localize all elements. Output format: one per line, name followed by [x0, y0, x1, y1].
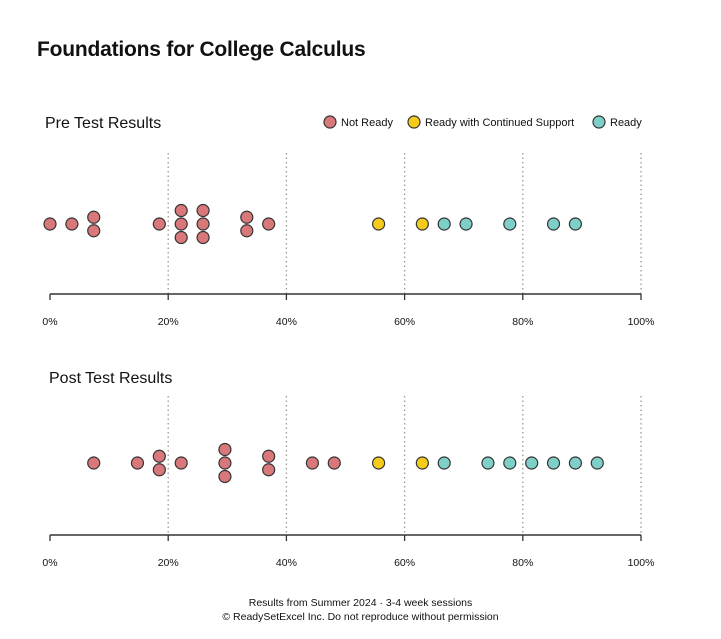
data-point-not-ready [218, 456, 232, 470]
x-tick-label: 0% [42, 557, 57, 569]
data-point-ready-with-continued-support [415, 217, 429, 231]
data-point-not-ready [174, 230, 188, 245]
data-point-not-ready [196, 217, 210, 231]
data-point-ready [437, 456, 451, 470]
data-point-not-ready [196, 203, 210, 218]
data-point-ready [568, 217, 582, 231]
panel-title: Post Test Results [49, 370, 172, 387]
data-point-ready [525, 456, 539, 470]
data-point-not-ready [218, 469, 232, 484]
data-point-not-ready [174, 217, 188, 231]
data-point-not-ready [43, 217, 57, 231]
data-point-not-ready [174, 203, 188, 218]
data-point-not-ready [87, 456, 101, 470]
data-point-not-ready [262, 217, 276, 231]
data-point-not-ready [240, 210, 254, 224]
footer: Results from Summer 2024 · 3-4 week sess… [0, 596, 721, 624]
data-point-not-ready [327, 456, 341, 470]
x-tick-label: 20% [158, 557, 179, 569]
data-point-ready [459, 217, 473, 231]
x-tick-label: 80% [512, 316, 533, 328]
chart-canvas: Pre Test Results 0% 20% 40% 60% 80% 100% Not Re… [42, 115, 654, 569]
data-point-not-ready [196, 230, 210, 245]
data-point-not-ready [87, 224, 101, 238]
footer-line-1: Results from Summer 2024 · 3-4 week sess… [248, 597, 473, 609]
x-tick-label: 40% [276, 557, 297, 569]
data-point-not-ready [152, 463, 166, 477]
x-tick-label: 80% [512, 557, 533, 569]
data-point-not-ready [240, 224, 254, 238]
x-tick-label: 100% [628, 316, 655, 328]
data-point-not-ready [174, 456, 188, 470]
x-tick-label: 20% [158, 316, 179, 328]
data-point-not-ready [262, 449, 276, 463]
data-point-ready [546, 456, 561, 470]
data-point-not-ready [152, 217, 166, 231]
data-point-not-ready [218, 442, 232, 457]
x-tick-label: 40% [276, 316, 297, 328]
x-tick-label: 100% [628, 557, 655, 569]
data-point-ready-with-continued-support [371, 456, 386, 470]
data-point-not-ready [262, 463, 276, 477]
legend-marker [323, 115, 337, 129]
data-point-ready [503, 217, 517, 231]
data-point-not-ready [152, 449, 166, 463]
footer-line-2: © ReadySetExcel Inc. Do not reproduce wi… [222, 611, 499, 623]
legend-marker [592, 115, 606, 129]
x-tick-label: 60% [394, 557, 415, 569]
data-point-not-ready [87, 210, 101, 224]
legend-label: Ready with Continued Support [425, 117, 574, 129]
data-point-ready-with-continued-support [415, 456, 429, 470]
data-point-ready [437, 217, 451, 231]
legend-label: Not Ready [341, 117, 393, 129]
data-point-ready [568, 456, 582, 470]
data-point-ready [590, 456, 604, 470]
panel-title: Pre Test Results [45, 115, 161, 132]
pre-test-panel: Pre Test Results 0% 20% 40% 60% 80% 100% Not Re… [42, 115, 654, 328]
x-tick-label: 0% [42, 316, 57, 328]
data-point-ready-with-continued-support [371, 217, 386, 231]
x-tick-label: 60% [394, 316, 415, 328]
chart-main-title: Foundations for College Calculus [37, 38, 366, 61]
data-point-ready [546, 217, 561, 231]
legend-marker [407, 115, 421, 129]
data-point-not-ready [130, 456, 145, 470]
data-point-not-ready [65, 217, 79, 231]
data-point-not-ready [305, 456, 320, 470]
data-point-ready [481, 456, 495, 470]
data-point-ready [503, 456, 517, 470]
legend-label: Ready [610, 117, 642, 129]
post-test-panel: Post Test Results 0% 20% 40% 60% 80% 100% [42, 370, 654, 569]
